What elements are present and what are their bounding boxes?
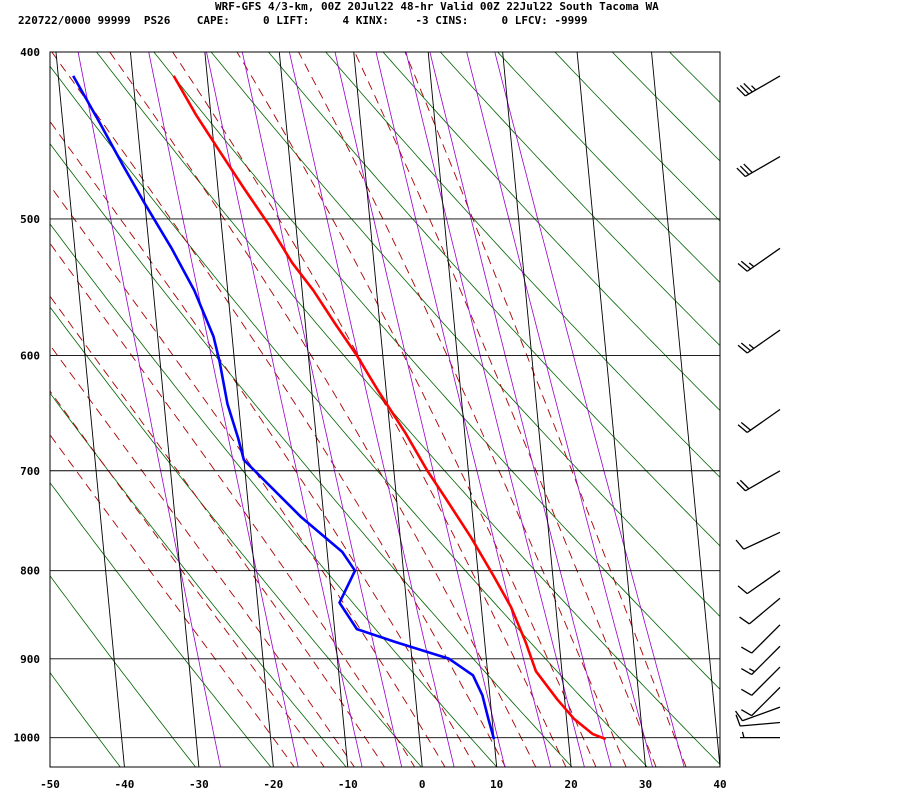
- dry-adiabat-line: [50, 223, 498, 767]
- moist-adiabat-line: [51, 52, 507, 767]
- isotherm-line: [278, 52, 349, 767]
- plot-background: [50, 52, 720, 767]
- moist-adiabat-line: [50, 120, 476, 767]
- wind-barbs: [734, 75, 781, 739]
- wind-barb: [734, 706, 781, 722]
- mixing-ratio-line: [466, 52, 653, 767]
- y-tick-label: 900: [20, 653, 40, 666]
- mixing-ratio-line: [241, 52, 403, 767]
- isotherm-line: [50, 762, 51, 767]
- temperature-line: [172, 75, 607, 741]
- dry-adiabat-line: [50, 392, 347, 767]
- isotherm-line: [129, 52, 200, 767]
- wind-barb: [736, 156, 781, 178]
- wind-barb: [737, 408, 781, 433]
- x-tick-label: 20: [564, 778, 577, 791]
- mixing-ratio-line: [494, 52, 685, 767]
- moist-adiabat-line: [50, 184, 446, 767]
- mixing-ratio-line: [429, 52, 612, 767]
- wind-barb: [740, 731, 780, 739]
- y-tick-label: 800: [20, 565, 40, 578]
- dry-adiabat-line: [50, 482, 272, 767]
- dry-adiabat-line: [95, 52, 720, 765]
- wind-barb: [737, 329, 781, 354]
- wind-barb: [740, 686, 781, 717]
- wind-barb: [737, 570, 781, 595]
- x-tick-label: -10: [338, 778, 358, 791]
- wind-barb: [740, 624, 781, 654]
- dry-adiabat-line: [745, 14, 900, 782]
- isotherm-line: [502, 52, 572, 767]
- mixing-ratio-line: [334, 52, 506, 767]
- mixing-ratio-line: [206, 52, 363, 767]
- wind-barb: [735, 714, 781, 727]
- dry-adiabat-line: [267, 52, 720, 547]
- isotherm-line: [353, 52, 423, 767]
- y-tick-label: 600: [20, 349, 40, 362]
- y-tick-label: 500: [20, 213, 40, 226]
- moist-adiabat-line: [297, 52, 627, 767]
- x-tick-label: -20: [263, 778, 283, 791]
- mixing-ratio-line: [375, 52, 552, 767]
- wind-barb: [735, 531, 781, 550]
- x-tick-label: 10: [490, 778, 503, 791]
- dry-adiabat-line: [382, 52, 720, 412]
- dry-adiabat-line: [439, 52, 720, 347]
- chart-header-line1: WRF-GFS 4/3-km, 00Z 20Jul22 48-hr Valid …: [215, 0, 659, 13]
- x-tick-label: -40: [115, 778, 135, 791]
- moist-adiabat-line: [354, 52, 657, 767]
- moist-adiabat-line: [404, 52, 687, 767]
- dry-adiabat-line: [497, 52, 720, 284]
- dry-adiabat-line: [210, 52, 720, 618]
- mixing-ratio-line: [288, 52, 455, 767]
- x-tick-label: -30: [189, 778, 209, 791]
- dry-adiabat-line: [153, 52, 720, 690]
- dry-adiabat-line: [801, 14, 900, 782]
- wind-barb: [739, 597, 781, 625]
- isotherm-line: [576, 52, 647, 767]
- dry-adiabat-line: [325, 52, 720, 478]
- isotherm-line: [427, 52, 498, 767]
- y-tick-label: 1000: [14, 732, 41, 745]
- chart-header-line2: 220722/0000 99999 PS26 CAPE: 0 LIFT: 4 K…: [18, 14, 588, 27]
- x-tick-label: 30: [639, 778, 652, 791]
- dry-adiabat-line: [554, 52, 720, 222]
- dry-adiabat-line: [858, 14, 900, 782]
- wind-barb: [737, 247, 781, 272]
- wind-barb: [740, 666, 781, 696]
- moist-adiabat-line: [109, 52, 537, 767]
- mixing-ratio-line: [148, 52, 299, 767]
- dry-adiabat-line: [50, 143, 573, 767]
- x-tick-label: -50: [40, 778, 60, 791]
- isotherm-line: [651, 52, 720, 767]
- moist-adiabat-line: [50, 295, 386, 767]
- isotherm-line: [55, 52, 125, 767]
- series-lines: [72, 75, 607, 741]
- y-tick-labels: 400 500 600 700 800 900 1000: [14, 46, 41, 745]
- y-tick-label: 700: [20, 465, 40, 478]
- y-tick-label: 400: [20, 46, 40, 59]
- x-tick-labels: -50 -40 -30 -20 -10 0 10 20 30 40: [40, 778, 727, 791]
- x-tick-label: 40: [713, 778, 726, 791]
- wind-barb: [736, 470, 781, 492]
- moist-adiabat-line: [50, 242, 416, 767]
- dewpoint-line: [72, 75, 496, 740]
- x-tick-label: 0: [419, 778, 426, 791]
- mixing-ratio-line: [77, 52, 221, 767]
- plot-frame: [49, 51, 721, 768]
- dry-adiabat-line: [50, 575, 197, 767]
- wind-barb: [740, 645, 781, 676]
- mixing-ratio-line: [405, 52, 585, 767]
- wind-barb: [736, 75, 781, 97]
- dry-adiabat-line: [50, 672, 121, 767]
